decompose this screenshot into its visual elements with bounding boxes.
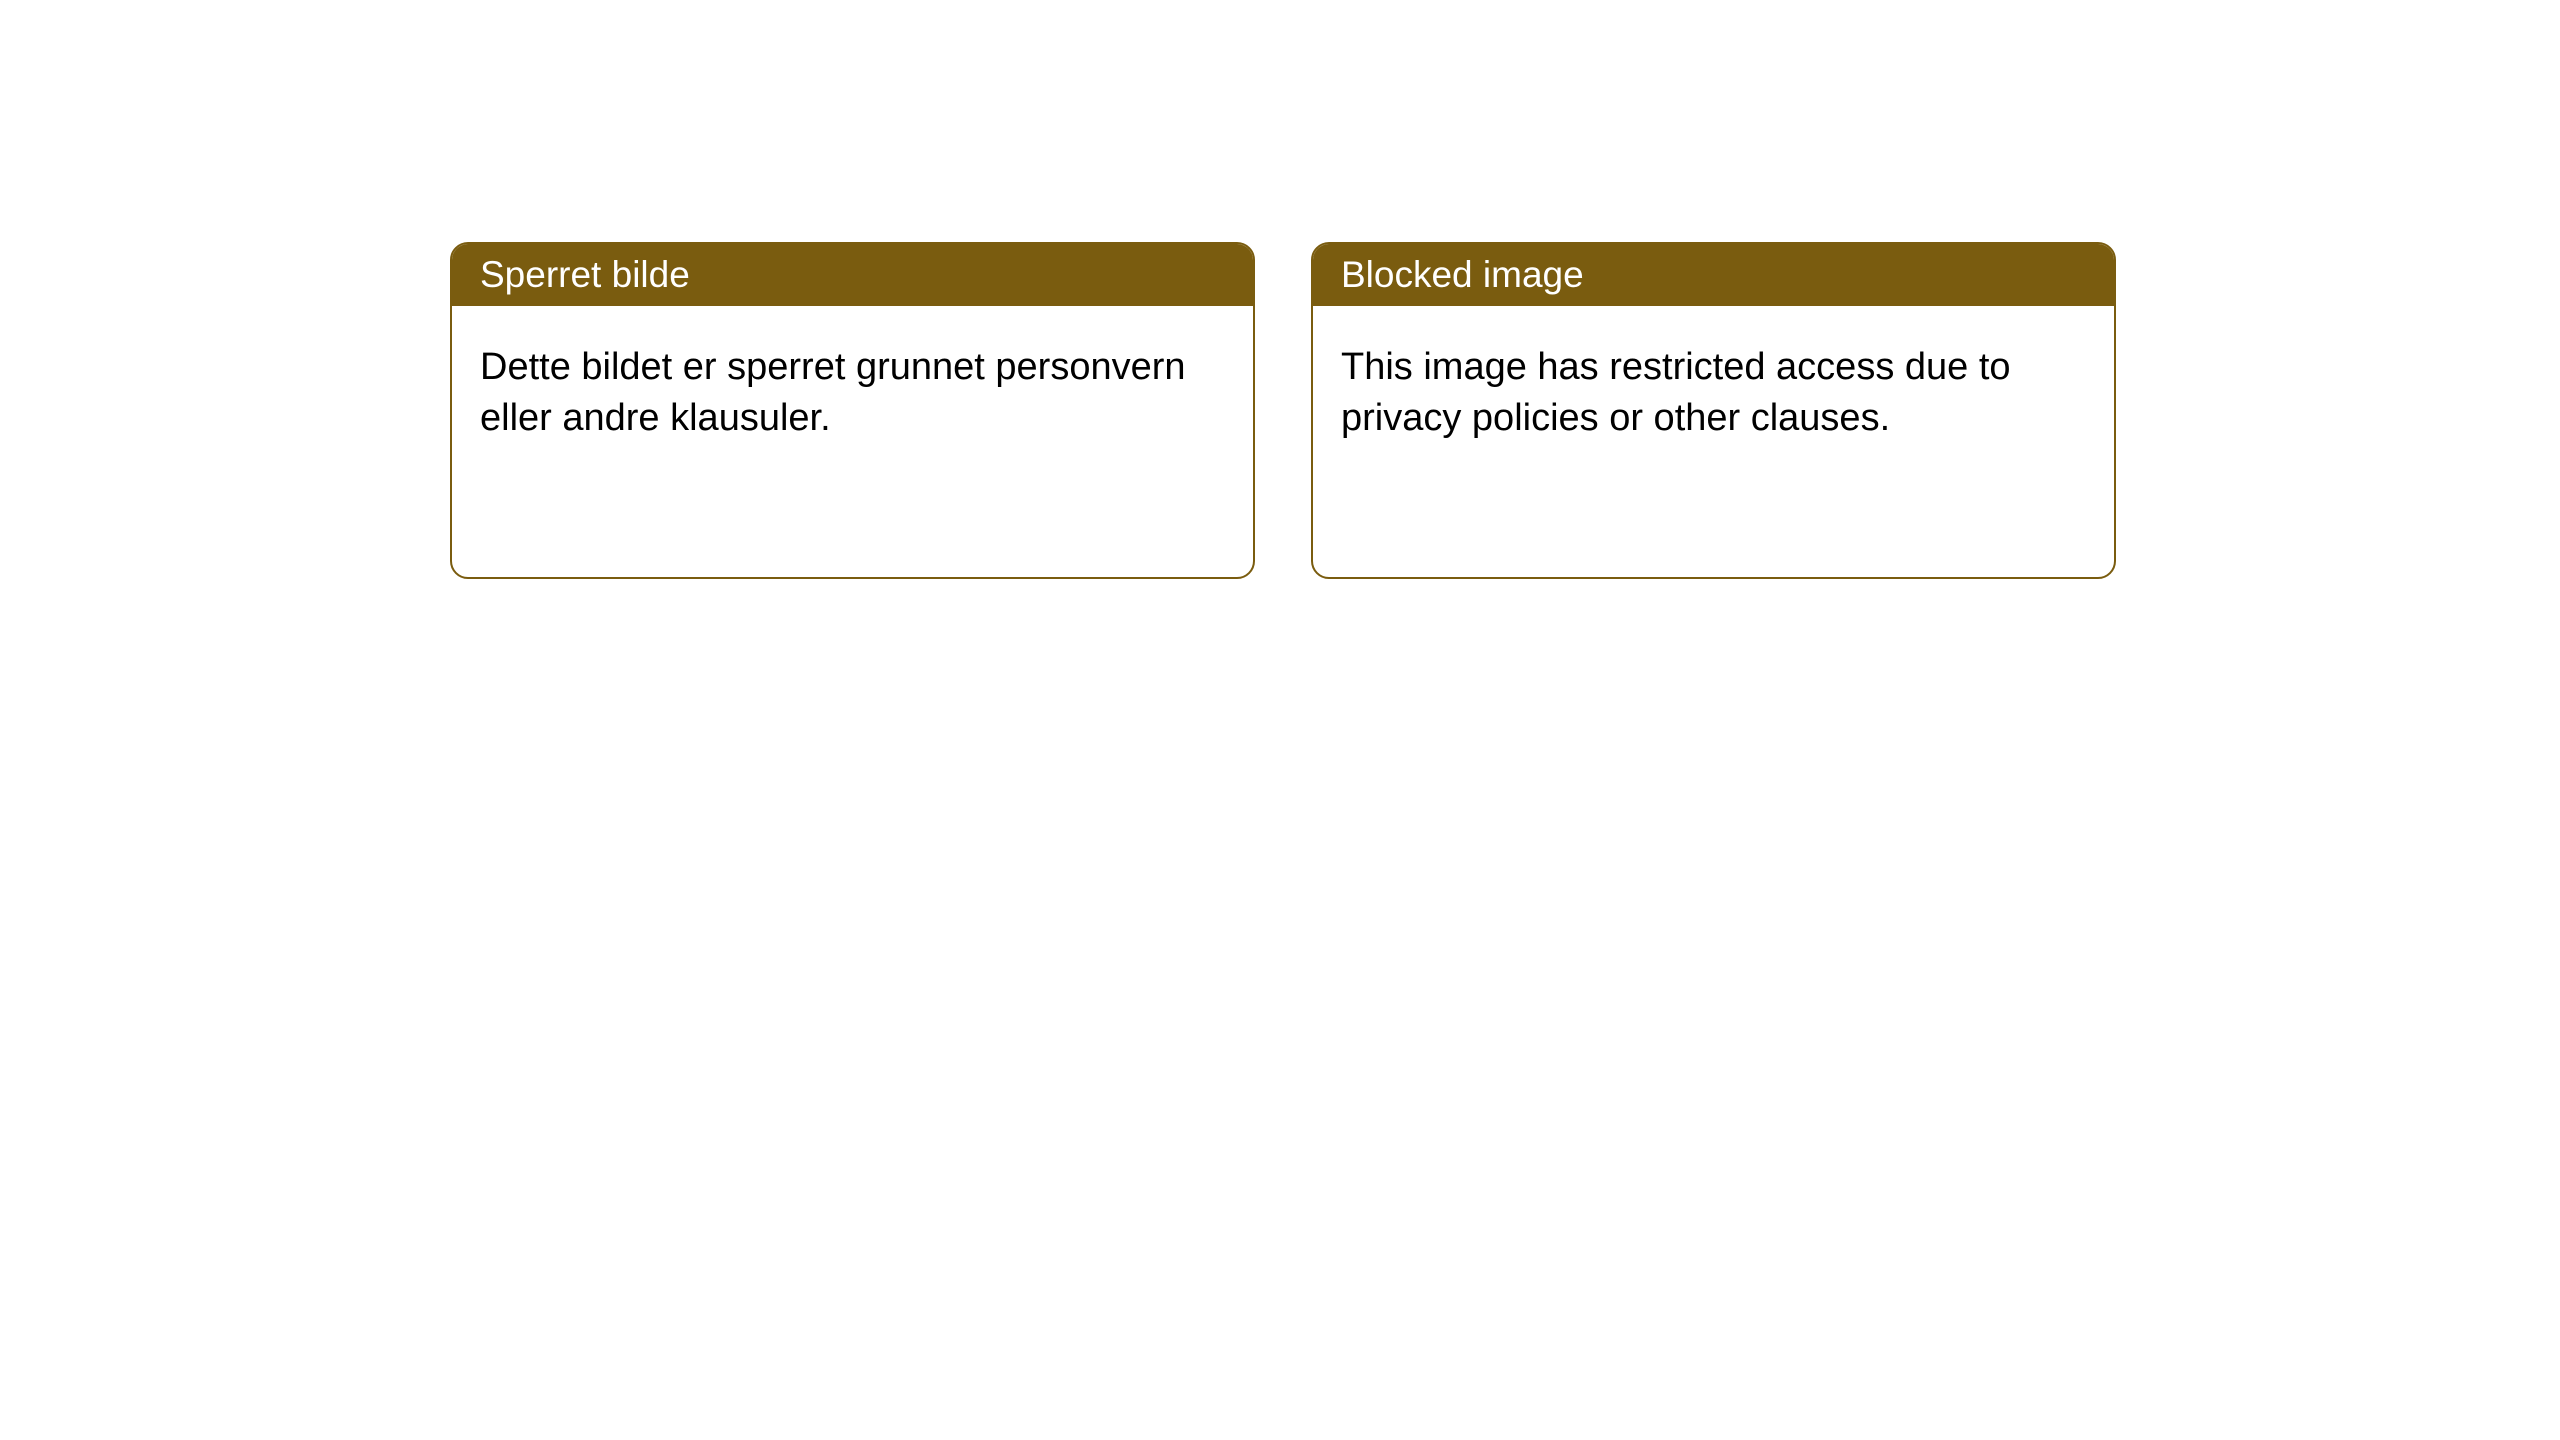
- card-body-text: This image has restricted access due to …: [1341, 346, 2011, 439]
- card-title: Sperret bilde: [480, 254, 690, 295]
- card-body: This image has restricted access due to …: [1313, 306, 2114, 481]
- card-title: Blocked image: [1341, 254, 1584, 295]
- card-body-text: Dette bildet er sperret grunnet personve…: [480, 346, 1186, 439]
- notice-card-english: Blocked image This image has restricted …: [1311, 242, 2116, 579]
- notice-cards-container: Sperret bilde Dette bildet er sperret gr…: [0, 0, 2560, 579]
- card-body: Dette bildet er sperret grunnet personve…: [452, 306, 1253, 481]
- card-header: Sperret bilde: [452, 244, 1253, 306]
- card-header: Blocked image: [1313, 244, 2114, 306]
- notice-card-norwegian: Sperret bilde Dette bildet er sperret gr…: [450, 242, 1255, 579]
